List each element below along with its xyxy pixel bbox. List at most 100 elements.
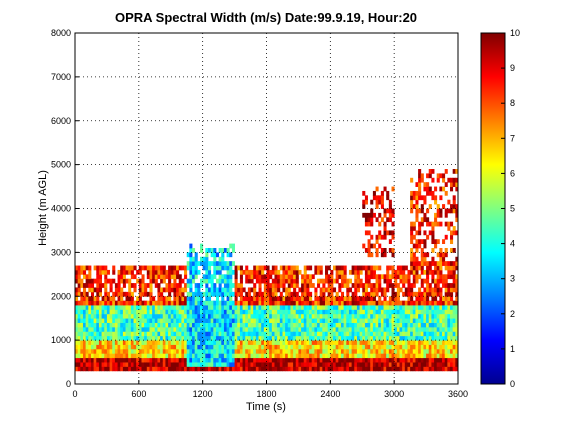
heatmap-cell (90, 331, 95, 337)
heatmap-cell (109, 318, 113, 323)
heatmap-cell (213, 353, 217, 359)
heatmap-cell (184, 274, 188, 280)
heatmap-cell (367, 353, 371, 359)
heatmap-cell (391, 326, 395, 332)
heatmap-cell (442, 278, 446, 284)
heatmap-cell (154, 265, 158, 271)
heatmap-cell (223, 353, 227, 359)
heatmap-cell (301, 287, 305, 293)
heatmap-cell (223, 357, 227, 363)
heatmap-cell (274, 366, 278, 372)
heatmap-cell (335, 274, 339, 280)
heatmap-cell (325, 335, 329, 341)
heatmap-cell (170, 274, 174, 280)
heatmap-cell (455, 362, 459, 367)
heatmap-cell (452, 247, 456, 253)
heatmap-cell (418, 195, 422, 201)
heatmap-cell (146, 348, 150, 354)
heatmap-cell (258, 362, 262, 367)
heatmap-cell (450, 239, 454, 244)
heatmap-cell (418, 362, 422, 367)
heatmap-cell (391, 265, 395, 271)
heatmap-cell (306, 283, 310, 288)
heatmap-cell (223, 283, 227, 288)
heatmap-cell (173, 331, 177, 337)
heatmap-cell (442, 261, 446, 266)
heatmap-cell (178, 287, 182, 293)
heatmap-cell (412, 318, 416, 323)
heatmap-cell (189, 322, 193, 328)
heatmap-cell (90, 326, 95, 332)
heatmap-cell (298, 322, 302, 328)
heatmap-cell (160, 278, 164, 284)
heatmap-cell (90, 318, 95, 323)
heatmap-cell (234, 318, 238, 323)
heatmap-cell (90, 366, 95, 372)
heatmap-cell (404, 291, 408, 297)
heatmap-cell (80, 305, 84, 310)
heatmap-cell (452, 204, 456, 209)
heatmap-cell (335, 305, 339, 310)
heatmap-cell (109, 305, 113, 310)
heatmap-cell (426, 335, 430, 341)
heatmap-cell (239, 291, 243, 297)
heatmap-cell (362, 322, 366, 328)
heatmap-cell (96, 340, 100, 345)
heatmap-cell (418, 296, 422, 302)
heatmap-cell (301, 348, 305, 354)
heatmap-cell (442, 300, 446, 306)
heatmap-cell (279, 309, 283, 315)
heatmap-cell (351, 318, 355, 323)
heatmap-cell (418, 265, 422, 271)
heatmap-cell (210, 348, 214, 354)
heatmap-cell (96, 353, 100, 359)
heatmap-cell (202, 362, 206, 367)
heatmap-cell (306, 309, 310, 315)
heatmap-cell (362, 331, 366, 337)
heatmap-cell (205, 287, 209, 293)
heatmap-cell (186, 331, 190, 337)
heatmap-cell (338, 335, 342, 341)
heatmap-cell (160, 353, 164, 359)
heatmap-cell (202, 309, 206, 315)
heatmap-cell (375, 362, 379, 367)
heatmap-cell (255, 274, 259, 280)
heatmap-cell (426, 348, 430, 354)
heatmap-cell (402, 322, 406, 328)
heatmap-cell (162, 366, 166, 372)
heatmap-cell (426, 283, 430, 288)
heatmap-cell (234, 357, 238, 363)
heatmap-cell (104, 269, 108, 275)
heatmap-cell (444, 234, 448, 240)
heatmap-cell (359, 357, 363, 363)
heatmap-cell (149, 348, 153, 354)
heatmap-cell (354, 309, 358, 315)
heatmap-cell (367, 212, 371, 218)
heatmap-cell (375, 234, 379, 240)
heatmap-cell (279, 326, 283, 332)
heatmap-cell (146, 326, 150, 332)
heatmap-cell (434, 335, 438, 341)
heatmap-cell (375, 217, 379, 223)
heatmap-cell (396, 362, 400, 367)
heatmap-cell (325, 357, 329, 363)
heatmap-cell (356, 274, 360, 280)
heatmap-cell (136, 313, 140, 319)
heatmap-cell (375, 331, 379, 337)
heatmap-cell (287, 357, 291, 363)
heatmap-cell (372, 344, 376, 350)
heatmap-cell (362, 309, 366, 315)
heatmap-cell (290, 283, 294, 288)
heatmap-cell (221, 340, 225, 345)
heatmap-cell (186, 362, 190, 367)
heatmap-cell (455, 265, 459, 271)
heatmap-cell (152, 318, 156, 323)
heatmap-cell (122, 291, 126, 297)
heatmap-cell (431, 239, 435, 244)
heatmap-cell (301, 278, 305, 284)
heatmap-cell (207, 353, 212, 359)
heatmap-cell (317, 348, 321, 354)
heatmap-cell (98, 322, 102, 328)
heatmap-cell (253, 322, 257, 328)
heatmap-cell (77, 362, 81, 367)
